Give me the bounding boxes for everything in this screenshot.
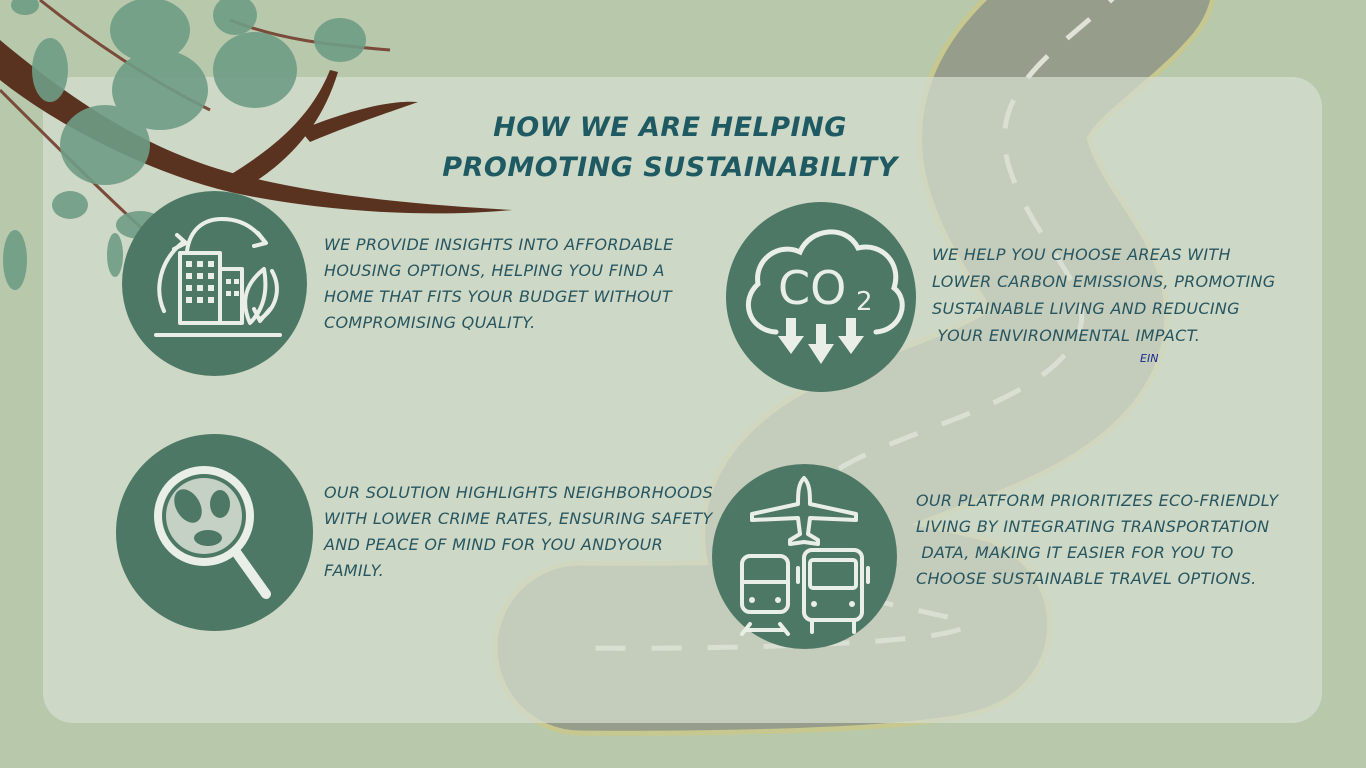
transport-icon — [740, 476, 870, 636]
page-title: How we are helping promoting sustainabil… — [420, 108, 920, 188]
feature-safety-line: and peace of mind for you andyour — [324, 535, 664, 554]
feature-safety-line: Our solution highlights neighborhoods — [324, 483, 713, 502]
feature-housing-text: We provide insights into affordable hous… — [324, 232, 674, 336]
eco-building-icon — [154, 217, 282, 337]
feature-safety-line: family. — [324, 561, 385, 580]
feature-transport-line: Our platform prioritizes eco-friendly — [916, 491, 1279, 510]
co2-subscript: 2 — [856, 287, 873, 317]
feature-carbon-line: your environmental impact. — [932, 326, 1201, 345]
feature-safety-line: with lower crime rates, ensuring safety — [324, 509, 713, 528]
magnifier-icon — [154, 466, 271, 599]
feature-housing-line: compromising quality. — [324, 313, 536, 332]
page-title-line-1: How we are helping — [493, 112, 847, 143]
feature-transport-badge — [712, 464, 897, 649]
feature-housing-line: We provide insights into affordable — [324, 235, 674, 254]
feature-transport-line: living by integrating transportation — [916, 517, 1270, 536]
feature-housing-line: housing options, helping you find a — [324, 261, 665, 280]
small-note: EIN — [1140, 352, 1159, 365]
feature-transport-line: choose sustainable travel options. — [916, 569, 1257, 588]
feature-carbon-line: sustainable living and reducing — [932, 299, 1240, 318]
feature-carbon-line: lower carbon emissions, promoting — [932, 272, 1276, 291]
feature-housing-line: home that fits your budget without — [324, 287, 673, 306]
eucalyptus-branch-illustration — [0, 0, 512, 290]
feature-transport-line: data, making it easier for you to — [916, 543, 1234, 562]
co2-cloud-icon: CO 2 — [745, 229, 905, 364]
feature-safety-badge — [116, 434, 313, 631]
page-title-line-2: promoting sustainability — [442, 152, 898, 183]
feature-carbon-badge: CO 2 — [726, 202, 916, 392]
feature-safety-text: Our solution highlights neighborhoods wi… — [324, 480, 713, 584]
feature-housing-badge — [122, 191, 307, 376]
co2-label: CO — [778, 261, 846, 315]
feature-carbon-line: We help you choose areas with — [932, 245, 1231, 264]
feature-carbon-text: We help you choose areas with lower carb… — [932, 241, 1276, 349]
feature-transport-text: Our platform prioritizes eco-friendly li… — [916, 488, 1279, 592]
